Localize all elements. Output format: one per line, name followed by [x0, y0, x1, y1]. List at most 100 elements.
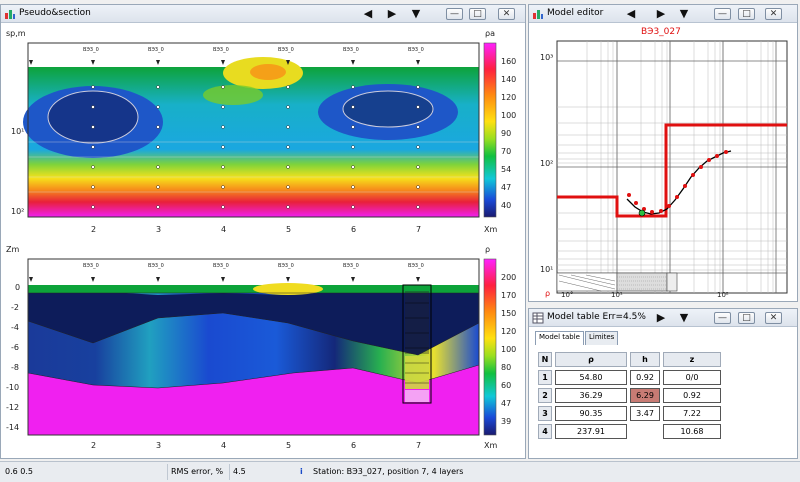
y-tick-label: -6 — [11, 343, 19, 352]
z-cell[interactable]: 7.22 — [663, 406, 721, 421]
tab-model-table[interactable]: Model table — [535, 331, 584, 345]
table-header-row: N ρ h z — [538, 352, 721, 367]
pseudo-section-titlebar[interactable]: Pseudo&section ◀ ▶ ▼ — □ ✕ — [1, 5, 525, 23]
model-table-titlebar[interactable]: Model table Err=4.5% ▶ ▼ — □ ✕ — [529, 309, 797, 327]
colorbar-tick: 100 — [501, 345, 517, 354]
y-tick-label: -10 — [6, 383, 20, 392]
colorbar-tick: 120 — [501, 327, 517, 336]
x-tick-label: 5 — [286, 441, 292, 450]
prev-arrow-icon[interactable]: ◀ — [626, 7, 636, 20]
x-tick-label: 4 — [221, 441, 227, 450]
z-cell[interactable]: 0/0 — [663, 370, 721, 385]
minimize-button[interactable]: — — [714, 8, 731, 20]
row-number: 2 — [538, 388, 552, 403]
x-axis-label: Xm — [484, 225, 498, 234]
minimize-icon: — — [718, 313, 727, 323]
h-cell[interactable]: 0.92 — [630, 370, 660, 385]
x-tick-label: 4 — [221, 225, 227, 234]
sounding-curve-canvas — [556, 40, 788, 294]
colorbar-label: ρa — [485, 29, 495, 38]
rms-error-value: 4.5 — [229, 464, 297, 480]
pseudo-section-canvas — [23, 42, 497, 218]
prev-arrow-icon[interactable]: ◀ — [363, 7, 373, 20]
z-cell[interactable]: 0.92 — [663, 388, 721, 403]
app-icon — [5, 10, 15, 19]
row-number: 1 — [538, 370, 552, 385]
geoelectric-section-plot[interactable]: Zm ρ Xm — [3, 243, 523, 455]
colorbar-tick: 160 — [501, 57, 517, 66]
tab-limites[interactable]: Limites — [584, 331, 619, 345]
y-tick-label: -12 — [6, 403, 20, 412]
station-tick-label: ВЭ3_0 — [83, 47, 99, 53]
model-editor-titlebar[interactable]: Model editor ◀ ▶ ▼ — □ ✕ — [529, 5, 797, 23]
minimize-button[interactable]: — — [446, 8, 463, 20]
h-cell-selected[interactable]: 6.29 — [630, 388, 660, 403]
dropdown-arrow-icon[interactable]: ▼ — [411, 7, 421, 20]
y-tick-label: -4 — [11, 323, 19, 332]
close-button[interactable]: ✕ — [498, 8, 515, 20]
x-tick-label: 10¹ — [611, 291, 623, 299]
maximize-button[interactable]: □ — [469, 8, 486, 20]
next-arrow-icon[interactable]: ▶ — [656, 311, 666, 324]
y-tick-label: -14 — [6, 423, 20, 432]
colorbar-tick: 200 — [501, 273, 517, 282]
geoelectric-section-canvas — [27, 258, 497, 436]
y-tick-label: 10¹ — [11, 127, 25, 136]
window-title: Model editor — [547, 8, 604, 18]
rho-cell[interactable]: 36.29 — [555, 388, 627, 403]
station-tick-label: ВЭ3_0 — [148, 47, 164, 53]
minimize-button[interactable]: — — [714, 312, 731, 324]
close-icon: ✕ — [769, 9, 778, 19]
minimize-icon: — — [718, 9, 727, 19]
status-bar: 0.6 0.5 RMS error, % 4.5 i Station: ВЭ3_… — [0, 461, 800, 482]
station-tick-label: ВЭ3_0 — [148, 263, 164, 269]
column-header: ρ — [555, 352, 627, 367]
maximize-icon: □ — [742, 313, 751, 323]
rho-cell[interactable]: 54.80 — [555, 370, 627, 385]
cursor-coords: 0.6 0.5 — [5, 467, 33, 476]
x-tick-label: 7 — [416, 441, 422, 450]
column-header: z — [663, 352, 721, 367]
sounding-curve-plot[interactable]: ВЭ3_027 — [531, 25, 795, 301]
y-tick-label: 10² — [540, 159, 554, 168]
station-tick-label: ВЭ3_0 — [343, 263, 359, 269]
model-table-tabs: Model table Limites — [535, 331, 619, 345]
colorbar-tick: 70 — [501, 147, 512, 156]
colorbar-tick: 150 — [501, 309, 517, 318]
station-tick-label: ВЭ3_0 — [408, 47, 424, 53]
maximize-button[interactable]: □ — [738, 8, 755, 20]
model-table-window: Model table Err=4.5% ▶ ▼ — □ ✕ Model tab… — [528, 308, 798, 459]
close-button[interactable]: ✕ — [765, 8, 782, 20]
dropdown-arrow-icon[interactable]: ▼ — [679, 311, 689, 324]
app-icon — [533, 10, 543, 19]
pseudo-section-plot[interactable]: sp,m ρa Xm — [3, 27, 523, 239]
x-tick-label: 3 — [156, 441, 162, 450]
close-icon: ✕ — [502, 9, 511, 19]
x-tick-label: 7 — [416, 225, 422, 234]
station-tick-label: ВЭ3_0 — [278, 47, 294, 53]
x-tick-label: 6 — [351, 441, 357, 450]
next-arrow-icon[interactable]: ▶ — [387, 7, 397, 20]
maximize-icon: □ — [473, 9, 482, 19]
y-tick-label: -8 — [11, 363, 19, 372]
x-tick-label: 6 — [351, 225, 357, 234]
dropdown-arrow-icon[interactable]: ▼ — [679, 7, 689, 20]
table-row: 2 36.29 6.29 0.92 — [538, 388, 721, 403]
y-tick-label: 10³ — [540, 53, 554, 62]
h-cell[interactable]: 3.47 — [630, 406, 660, 421]
next-arrow-icon[interactable]: ▶ — [656, 7, 666, 20]
colorbar-tick: 54 — [501, 165, 512, 174]
maximize-button[interactable]: □ — [738, 312, 755, 324]
colorbar-tick: 47 — [501, 399, 512, 408]
rho-axis-label: ρ — [545, 289, 551, 298]
pseudo-section-window: Pseudo&section ◀ ▶ ▼ — □ ✕ sp,m ρa Xm — [0, 4, 526, 459]
y-tick-label: 10¹ — [540, 265, 554, 274]
h-cell-empty — [630, 424, 660, 439]
y-tick-label: -2 — [11, 303, 19, 312]
z-cell[interactable]: 10.68 — [663, 424, 721, 439]
close-button[interactable]: ✕ — [765, 312, 782, 324]
colorbar-tick: 80 — [501, 363, 512, 372]
colorbar-tick: 100 — [501, 111, 517, 120]
rho-cell[interactable]: 237.91 — [555, 424, 627, 439]
rho-cell[interactable]: 90.35 — [555, 406, 627, 421]
